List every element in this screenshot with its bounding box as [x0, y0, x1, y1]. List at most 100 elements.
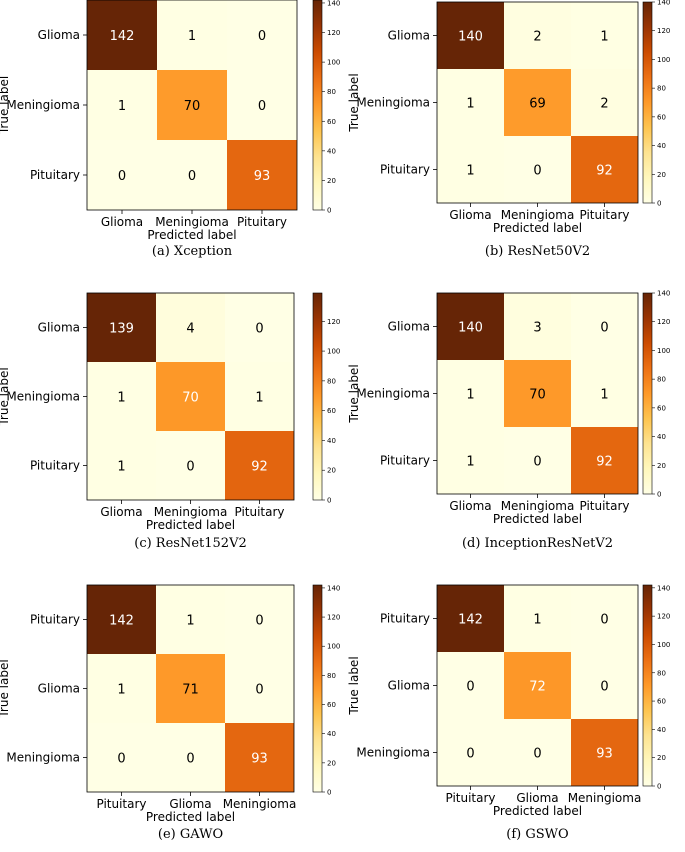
matrix-cell — [437, 652, 504, 719]
cell-value-label: 0 — [600, 321, 608, 336]
cell-value-label: 0 — [255, 683, 263, 698]
colorbar-tick-label: 100 — [327, 59, 340, 67]
matrix-cell — [504, 585, 571, 652]
colorbar-tick-label: 80 — [327, 377, 336, 385]
x-tick-label: Glioma — [100, 505, 142, 519]
y-tick-label: Pituitary — [380, 454, 430, 468]
cell-value-label: 3 — [533, 321, 541, 336]
matrix-cell — [437, 360, 504, 427]
colorbar-tick-label: 140 — [657, 584, 670, 592]
colorbar-tick-label: 40 — [327, 437, 336, 445]
colorbar-tick-label: 100 — [327, 348, 340, 356]
matrix-cell — [571, 719, 638, 786]
cell-value-label: 1 — [600, 30, 608, 45]
y-tick-label: Glioma — [38, 28, 80, 42]
matrix-cell — [437, 719, 504, 786]
y-tick-label: Glioma — [38, 682, 80, 696]
cell-value-label: 1 — [466, 97, 474, 112]
x-axis-label: Predicted label — [493, 221, 582, 235]
y-tick-label: Meningioma — [6, 390, 80, 404]
x-tick-label: Glioma — [516, 791, 558, 805]
x-tick-label: Pituitary — [96, 797, 146, 811]
x-tick-label: Meningioma — [568, 791, 642, 805]
matrix-cell — [87, 140, 157, 210]
matrix-cell — [571, 293, 638, 360]
matrix-cell — [571, 360, 638, 427]
cell-value-label: 0 — [258, 99, 266, 114]
colorbar-tick-label: 40 — [657, 142, 666, 150]
matrix-cell — [504, 136, 571, 203]
cell-value-label: 1 — [117, 460, 125, 475]
matrix-cell — [571, 69, 638, 136]
confusion-matrix-panel-4: 140 3 0 1 70 1 1 0 92 Glioma Meningioma Pituitary Gl… — [347, 290, 670, 552]
matrix-cell — [225, 585, 294, 654]
y-axis-label: True label — [0, 367, 11, 426]
x-tick-label: Pituitary — [237, 215, 287, 229]
x-tick-label: Glioma — [169, 797, 211, 811]
cell-value-label: 1 — [117, 391, 125, 406]
matrix-cell — [225, 431, 294, 500]
cell-value-label: 93 — [254, 169, 271, 184]
cell-value-label: 0 — [466, 680, 474, 695]
x-tick-label: Meningioma — [501, 499, 575, 513]
colorbar-tick-label: 100 — [327, 643, 340, 651]
matrix-cell — [437, 2, 504, 69]
x-tick-label: Meningioma — [155, 215, 229, 229]
x-tick-label: Glioma — [449, 208, 491, 222]
cell-value-label: 0 — [117, 752, 125, 767]
y-tick-label: Glioma — [38, 321, 80, 335]
x-tick-label: Glioma — [449, 499, 491, 513]
matrix-cell — [571, 136, 638, 203]
matrix-cell — [87, 0, 157, 70]
y-tick-label: Meningioma — [6, 98, 80, 112]
y-axis-label: True label — [0, 76, 11, 135]
colorbar-tick-label: 60 — [657, 404, 666, 412]
colorbar-tick-label: 0 — [657, 491, 661, 499]
colorbar-tick-label: 80 — [327, 88, 336, 96]
cell-value-label: 1 — [466, 455, 474, 470]
matrix-cell — [504, 69, 571, 136]
matrix-cell — [504, 427, 571, 494]
subfigure-caption: (f) GSWO — [506, 827, 568, 842]
colorbar — [312, 292, 323, 501]
colorbar-tick-label: 100 — [657, 641, 670, 649]
colorbar-tick-label: 0 — [657, 200, 661, 208]
matrix-cell — [156, 585, 225, 654]
cell-value-label: 70 — [184, 99, 201, 114]
matrix-cell — [87, 431, 156, 500]
cell-value-label: 0 — [118, 169, 126, 184]
colorbar — [642, 292, 653, 495]
x-tick-label: Meningioma — [154, 505, 228, 519]
subfigure-caption: (a) Xception — [152, 244, 233, 259]
colorbar — [312, 584, 323, 793]
colorbar-tick-label: 20 — [657, 171, 666, 179]
y-tick-label: Pituitary — [380, 163, 430, 177]
matrix-cell — [225, 654, 294, 723]
confusion-matrix-panel-2: 140 2 1 1 69 2 1 0 92 Glioma Meningioma Pituitary Gl… — [347, 0, 670, 259]
colorbar — [312, 0, 323, 211]
cell-value-label: 0 — [600, 613, 608, 628]
cell-value-label: 1 — [255, 391, 263, 406]
cell-value-label: 70 — [529, 388, 546, 403]
y-tick-label: Glioma — [388, 679, 430, 693]
matrix-cell — [225, 293, 294, 362]
x-tick-label: Meningioma — [223, 797, 297, 811]
cell-value-label: 0 — [186, 460, 194, 475]
x-tick-label: Glioma — [101, 215, 143, 229]
cell-value-label: 0 — [186, 752, 194, 767]
colorbar-tick-label: 40 — [657, 726, 666, 734]
colorbar-tick-label: 80 — [657, 669, 666, 677]
colorbar-tick-label: 80 — [657, 85, 666, 93]
matrix-cell — [156, 654, 225, 723]
colorbar-tick-label: 0 — [327, 789, 331, 797]
cell-value-label: 1 — [186, 614, 194, 629]
cell-value-label: 4 — [186, 322, 194, 337]
colorbar-tick-label: 140 — [327, 0, 340, 7]
cell-value-label: 0 — [600, 680, 608, 695]
cell-value-label: 69 — [529, 97, 546, 112]
matrix-cell — [571, 585, 638, 652]
matrix-cell — [156, 362, 225, 431]
